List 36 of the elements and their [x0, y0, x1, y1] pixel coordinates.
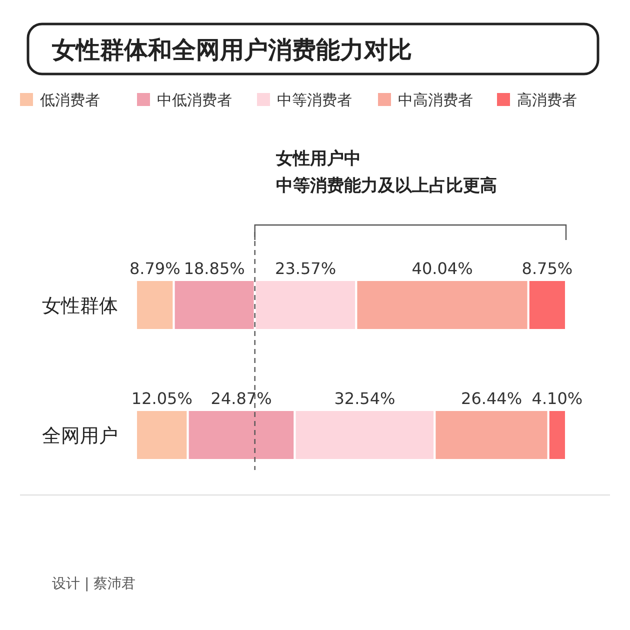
- y-tick-label: 全网用户: [42, 425, 118, 447]
- legend-label: 高消费者: [517, 91, 577, 109]
- text: 中等消费能力及以上占比更高: [276, 176, 497, 196]
- legend-item: 低消费者: [20, 91, 100, 109]
- data-label: 23.57%: [275, 259, 336, 278]
- legend-label: 低消费者: [40, 91, 100, 109]
- data-label: 32.54%: [334, 389, 396, 408]
- text: 设计 | 蔡沛君: [52, 576, 136, 592]
- data-label: 26.44%: [461, 389, 522, 408]
- chart-title: 女性群体和全网用户消费能力对比: [51, 36, 412, 64]
- data-label: 24.87%: [210, 389, 272, 408]
- data-label: 8.75%: [522, 259, 573, 278]
- bar: 32.54%: [294, 389, 436, 461]
- legend-label: 中低消费者: [157, 91, 232, 109]
- bar: 8.75%: [522, 259, 573, 331]
- bar: [355, 279, 530, 331]
- bar: [186, 409, 296, 461]
- text: 女性用户中: [275, 149, 361, 169]
- legend-item: 高消费者: [497, 91, 577, 109]
- bar: 4.10%: [532, 389, 583, 461]
- data-label: 40.04%: [412, 259, 473, 278]
- legend-item: 中等消费者: [257, 91, 352, 109]
- data-label: 4.10%: [532, 389, 583, 408]
- data-label: 12.05%: [131, 389, 192, 408]
- bar: 12.05%: [131, 389, 192, 461]
- data-label: 8.79%: [129, 259, 180, 278]
- bar: 23.57%: [254, 259, 358, 331]
- bar: [172, 279, 256, 331]
- bar: 8.79%: [129, 259, 180, 331]
- legend-item: 中低消费者: [137, 91, 232, 109]
- data-label: 18.85%: [184, 259, 245, 278]
- bar: [434, 409, 550, 461]
- legend-item: 中高消费者: [378, 91, 473, 109]
- legend-label: 中高消费者: [398, 91, 473, 109]
- legend-label: 中等消费者: [277, 91, 352, 109]
- y-tick-label: 女性群体: [42, 295, 118, 317]
